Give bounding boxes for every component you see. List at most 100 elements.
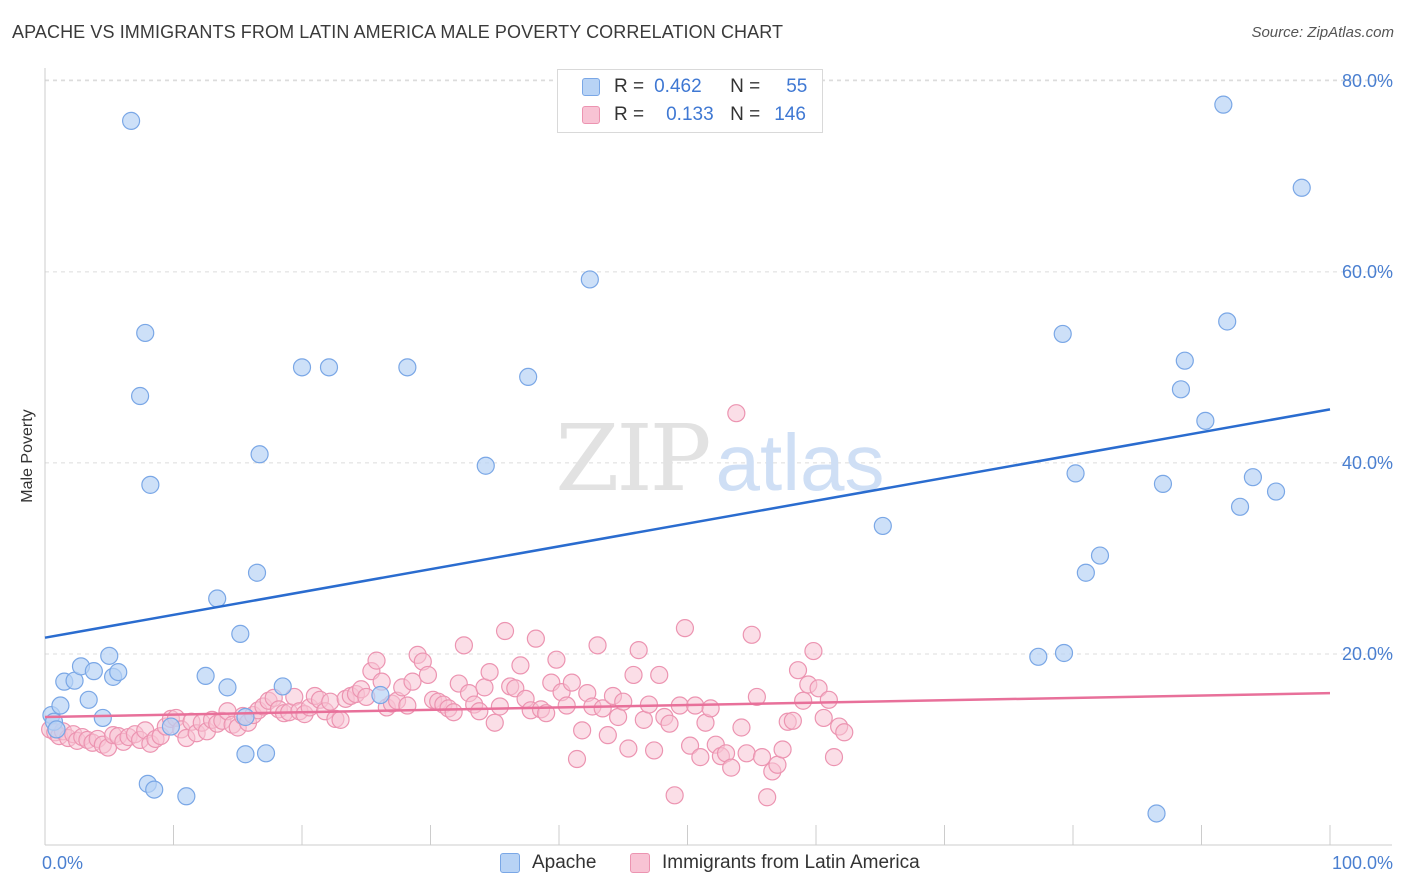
apache-point: [1029, 647, 1048, 666]
latin-point: [480, 662, 499, 682]
apache-point: [292, 358, 312, 377]
latin-point: [321, 692, 340, 711]
y-tick-label: 20.0%: [1342, 644, 1393, 664]
latin-n-value: 146: [774, 104, 806, 125]
apache-point: [218, 678, 237, 697]
y-tick-label: 40.0%: [1342, 453, 1393, 473]
apache-point: [1243, 468, 1263, 487]
latin-point: [331, 710, 350, 729]
latin-point: [470, 702, 489, 721]
apache-point: [476, 456, 495, 475]
latin-point: [752, 748, 772, 767]
latin-point: [747, 687, 766, 707]
apache-point: [1266, 482, 1286, 501]
latin-trend-line: [44, 691, 1331, 719]
apache-point: [1053, 324, 1072, 344]
latin-point: [593, 699, 612, 718]
latin-point: [495, 621, 515, 641]
latin-point: [485, 713, 504, 732]
x-tick-label-max: 100.0%: [1332, 853, 1393, 873]
apache-point: [1076, 563, 1095, 582]
latin-point: [444, 703, 463, 722]
latin-point: [644, 741, 664, 760]
latin-swatch: [582, 106, 600, 124]
apache-point: [196, 666, 215, 686]
latin-point: [675, 619, 695, 638]
apache-point: [231, 624, 250, 643]
latin-point: [614, 692, 633, 711]
legend-r-label: R =: [614, 104, 645, 125]
latin-point: [557, 696, 576, 715]
legend-n-label: N =: [730, 76, 761, 97]
series-legend: Apache Immigrants from Latin America: [0, 852, 1406, 878]
apache-point: [1153, 474, 1173, 493]
apache-point: [580, 270, 599, 289]
apache-point: [1230, 497, 1250, 516]
legend-row-latin: R = 0.133 N = 146: [558, 101, 806, 129]
apache-trend-line: [44, 408, 1331, 639]
apache-point: [250, 445, 269, 464]
apache-point: [1218, 312, 1237, 331]
apache-point: [177, 787, 196, 806]
latin-point: [634, 710, 653, 729]
latin-point: [722, 758, 741, 777]
correlation-legend: R = 0.462 N = 55 R = 0.133 N = 146: [557, 69, 823, 133]
latin-point: [783, 711, 802, 730]
latin-point: [526, 629, 545, 648]
latin-point: [691, 748, 710, 767]
latin-point: [609, 707, 628, 727]
latin-point: [403, 672, 422, 691]
apache-point: [319, 358, 339, 377]
apache-point: [1066, 464, 1085, 483]
apache-point: [398, 358, 417, 377]
latin-point: [573, 721, 592, 740]
apache-point: [236, 707, 255, 727]
latin-point: [819, 690, 838, 709]
legend-label-apache: Apache: [532, 852, 597, 873]
legend-r-label: R =: [614, 76, 645, 97]
apache-point: [1054, 643, 1074, 663]
legend-item-latin: Immigrants from Latin America: [630, 852, 920, 874]
latin-point: [758, 788, 777, 807]
apache-n-value: 55: [786, 76, 808, 97]
apache-point: [121, 111, 141, 130]
latin-point: [773, 740, 792, 759]
apache-point: [208, 589, 227, 608]
latin-point: [367, 651, 386, 670]
latin-point: [804, 641, 823, 661]
apache-point: [130, 386, 150, 406]
latin-point: [680, 736, 700, 755]
latin-point: [547, 650, 566, 669]
apache-point: [236, 745, 255, 764]
apache-point: [136, 323, 155, 343]
apache-point: [84, 662, 103, 681]
latin-point: [588, 636, 607, 655]
latin-r-value: 0.133: [666, 104, 714, 125]
apache-point: [109, 662, 128, 682]
apache-point: [273, 677, 292, 696]
latin-point: [598, 726, 617, 745]
source-label: Source: ZipAtlas.com: [1251, 24, 1394, 41]
latin-point: [665, 786, 684, 805]
apache-points: [42, 95, 1311, 823]
apache-point: [100, 646, 119, 665]
legend-row-apache: R = 0.462 N = 55: [558, 73, 807, 101]
legend-label-latin: Immigrants from Latin America: [662, 852, 920, 873]
latin-point: [701, 699, 720, 718]
apache-point: [371, 685, 390, 705]
latin-point: [809, 679, 828, 698]
apache-point: [161, 717, 181, 736]
x-tick-label-min: 0.0%: [42, 853, 83, 873]
latin-point: [562, 673, 581, 692]
apache-point: [1196, 411, 1215, 430]
latin-point: [454, 636, 474, 655]
apache-point: [1292, 178, 1311, 197]
apache-point: [93, 708, 112, 728]
legend-n-label: N =: [730, 104, 761, 125]
apache-swatch: [500, 853, 520, 873]
apache-point: [145, 780, 164, 799]
latin-point: [624, 665, 643, 685]
latin-point: [511, 656, 530, 675]
latin-point: [814, 708, 833, 728]
latin-point: [824, 748, 844, 767]
